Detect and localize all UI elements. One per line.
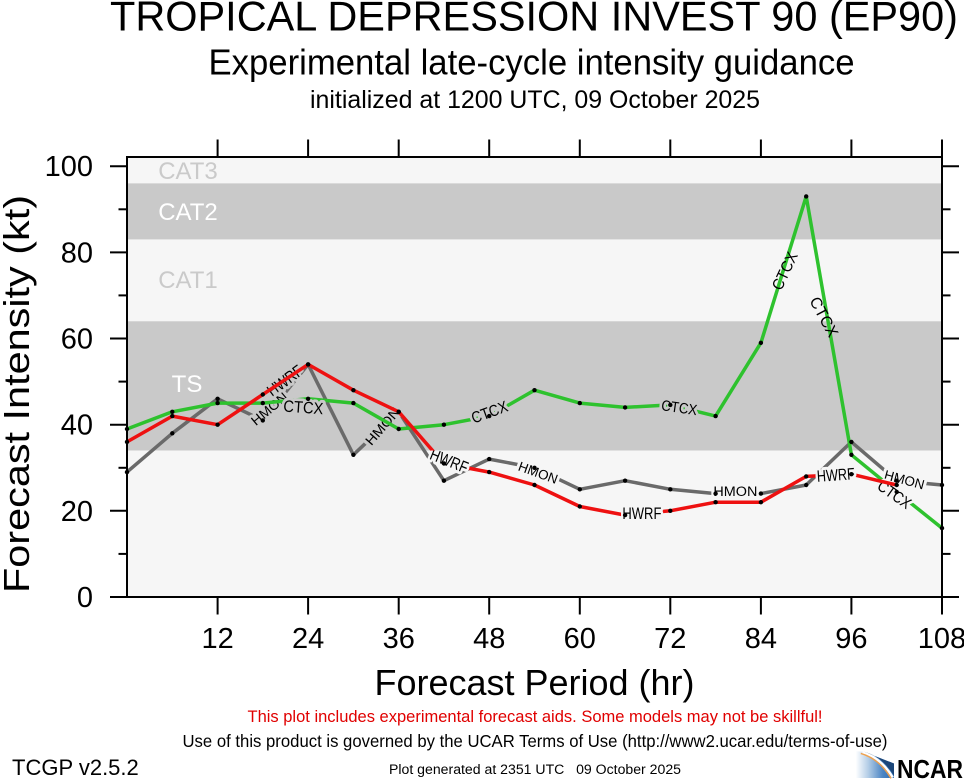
svg-text:Forecast Period (hr): Forecast Period (hr) <box>375 662 695 703</box>
svg-text:12: 12 <box>201 623 233 655</box>
svg-text:20: 20 <box>61 496 93 528</box>
svg-text:TCGP v2.5.2: TCGP v2.5.2 <box>12 755 139 780</box>
svg-text:24: 24 <box>292 623 324 655</box>
svg-text:60: 60 <box>564 623 596 655</box>
svg-text:TS: TS <box>172 371 203 398</box>
svg-text:72: 72 <box>654 623 686 655</box>
svg-text:CAT1: CAT1 <box>158 267 218 294</box>
svg-text:84: 84 <box>745 623 777 655</box>
svg-text:36: 36 <box>383 623 415 655</box>
svg-text:60: 60 <box>61 324 93 356</box>
svg-text:CAT2: CAT2 <box>158 199 218 226</box>
svg-text:CTCX: CTCX <box>283 398 324 419</box>
svg-text:HMON: HMON <box>713 484 757 499</box>
svg-text:HWRF: HWRF <box>622 505 661 523</box>
svg-text:CAT3: CAT3 <box>158 158 218 185</box>
svg-text:100: 100 <box>45 151 93 183</box>
svg-text:96: 96 <box>835 623 867 655</box>
svg-text:80: 80 <box>61 237 93 269</box>
svg-text:40: 40 <box>61 410 93 442</box>
svg-text:NCAR: NCAR <box>897 754 963 780</box>
svg-text:TROPICAL DEPRESSION INVEST 90: TROPICAL DEPRESSION INVEST 90 (EP90) <box>110 0 958 40</box>
svg-text:Experimental late-cycle intens: Experimental late-cycle intensity guidan… <box>209 42 855 83</box>
svg-text:This plot includes experimenta: This plot includes experimental forecast… <box>248 707 823 726</box>
svg-text:initialized at 1200 UTC, 09 Oc: initialized at 1200 UTC, 09 October 2025 <box>310 86 760 114</box>
svg-text:Plot generated at 2351 UTC 0: Plot generated at 2351 UTC 09 October 20… <box>389 762 681 777</box>
svg-text:HWRF: HWRF <box>816 465 855 486</box>
svg-text:108: 108 <box>918 623 964 655</box>
svg-text:Forecast Intensity (kt): Forecast Intensity (kt) <box>0 195 37 593</box>
svg-text:Use of this product is governe: Use of this product is governed by the U… <box>183 731 888 751</box>
svg-text:0: 0 <box>77 582 93 614</box>
svg-text:48: 48 <box>473 623 505 655</box>
